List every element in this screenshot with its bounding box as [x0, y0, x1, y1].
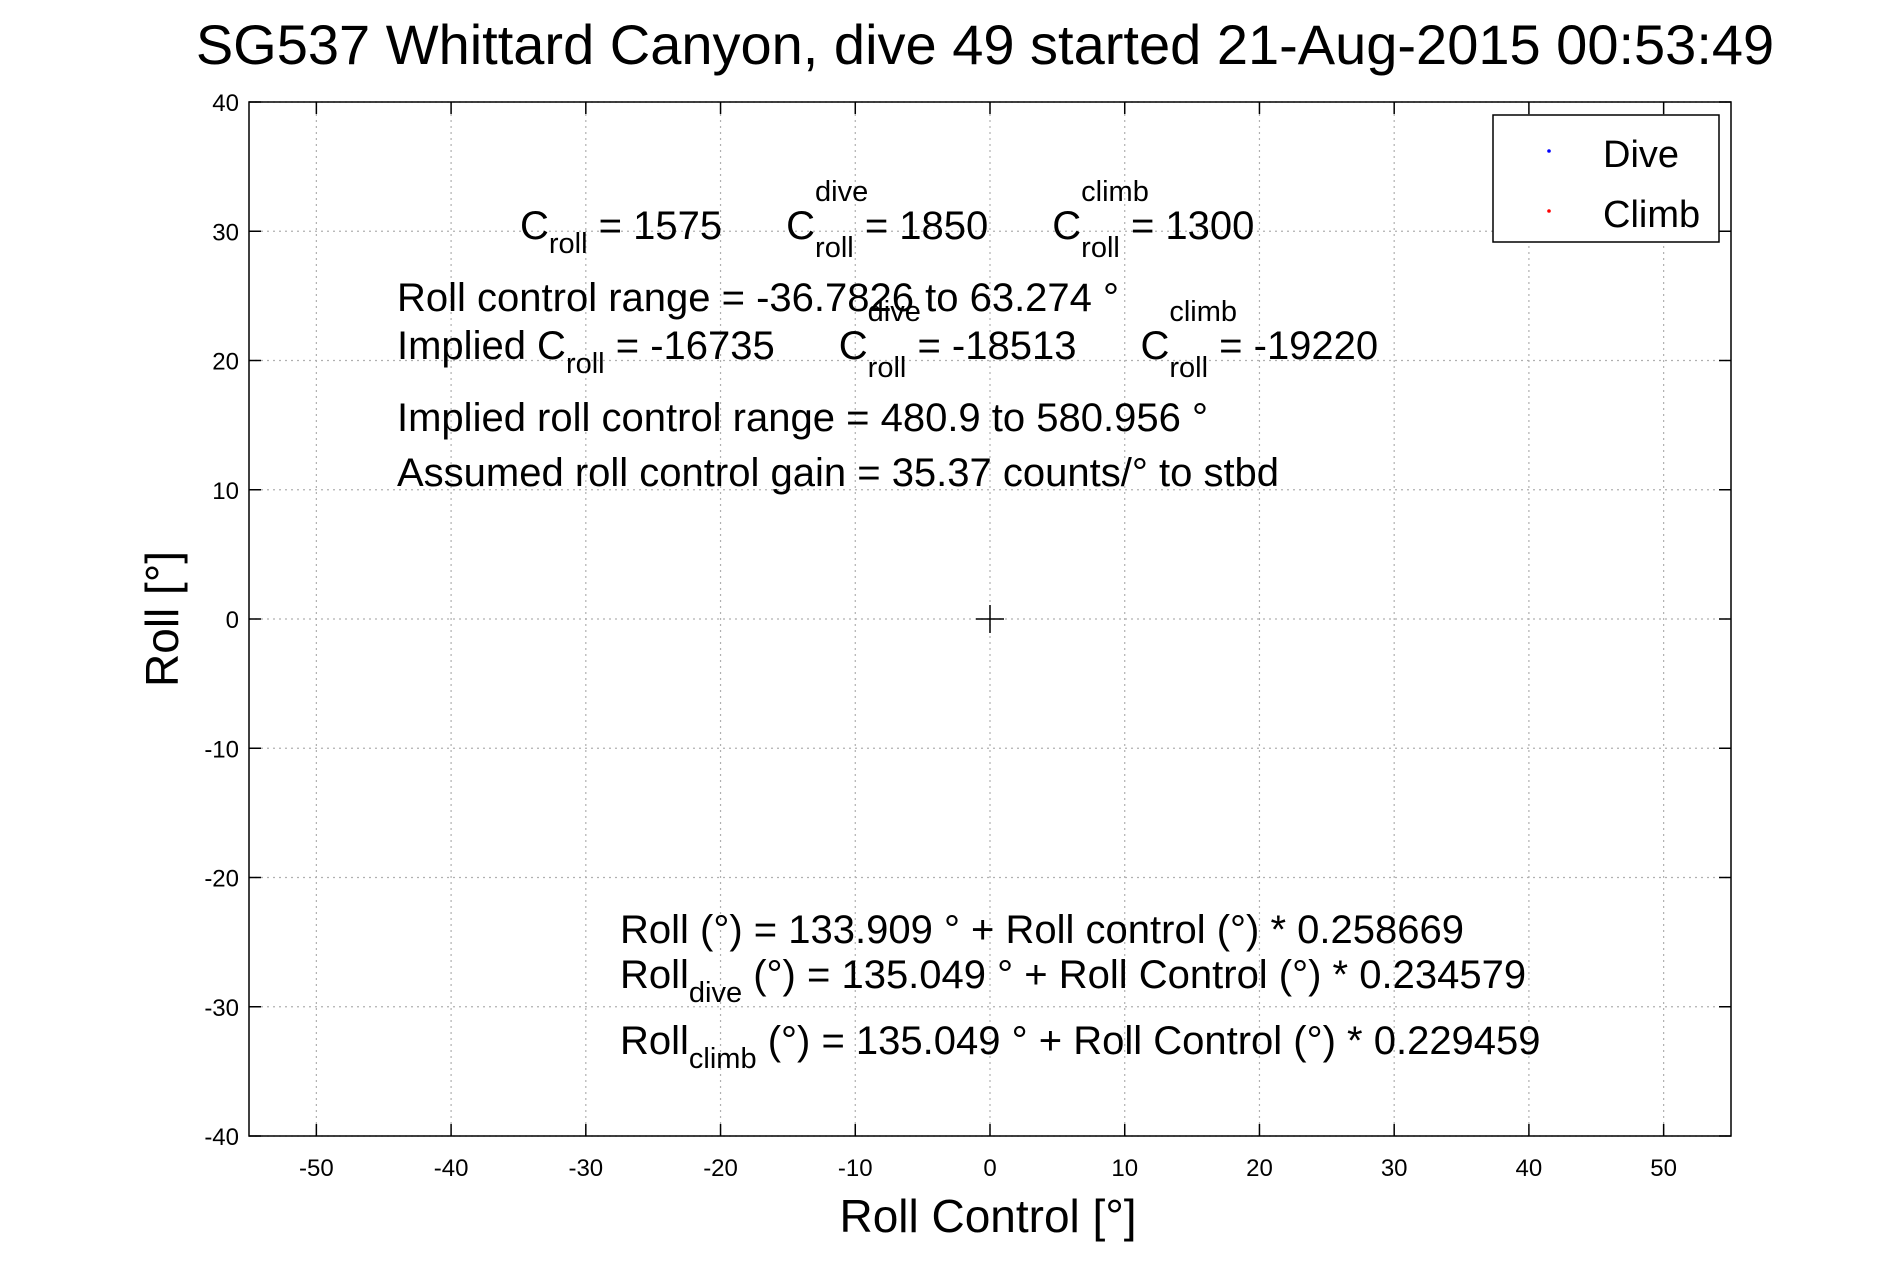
y-tick-label: 20: [212, 349, 239, 376]
chart-title: SG537 Whittard Canyon, dive 49 started 2…: [196, 13, 1774, 76]
x-tick-label: 50: [1650, 1155, 1677, 1182]
y-tick-label: -20: [204, 866, 239, 893]
annotation-roll-control-range: Roll control range = -36.7826 to 63.274 …: [397, 276, 1120, 320]
roll-dive-label: Roll: [620, 953, 689, 997]
implied-c-roll-label: Implied C: [397, 324, 566, 368]
y-tick-label: 10: [212, 478, 239, 505]
c-roll-subscript: roll: [548, 228, 588, 260]
y-tick-label: 0: [226, 607, 239, 634]
annotation-implied-roll-control-range: Implied roll control range = 480.9 to 58…: [397, 396, 1208, 440]
x-tick-label: -50: [299, 1155, 334, 1182]
x-tick-label: 10: [1111, 1155, 1138, 1182]
implied-c-roll-climb-label: C: [1140, 324, 1170, 368]
annotation-roll-fit: Roll (°) = 133.909 ° + Roll control (°) …: [620, 908, 1464, 952]
y-axis-label: Roll [°]: [136, 551, 188, 687]
legend-label-dive: Dive: [1603, 134, 1679, 176]
implied-c-roll-climb-superscript: climb: [1169, 296, 1238, 329]
roll-dive-equation: (°) = 135.049 ° + Roll Control (°) * 0.2…: [742, 953, 1527, 997]
legend-marker-dive: [1547, 149, 1551, 153]
x-tick-label: -10: [838, 1155, 873, 1182]
x-tick-label: 30: [1381, 1155, 1408, 1182]
x-tick-label: 40: [1516, 1155, 1543, 1182]
c-roll-climb-superscript: climb: [1081, 176, 1149, 209]
c-roll-dive-label: C: [786, 204, 816, 248]
c-roll-climb-subscript: roll: [1081, 232, 1120, 265]
annotation-roll-dive-fit: Rolldive (°) = 135.049 ° + Roll Control …: [620, 953, 1527, 1008]
x-tick-label: -30: [568, 1155, 603, 1182]
x-tick-label: -40: [434, 1155, 469, 1182]
implied-c-roll-climb-value: = -19220: [1208, 324, 1379, 368]
y-tick-label: -10: [204, 736, 239, 763]
y-tick-label: 30: [212, 219, 239, 246]
roll-climb-equation: (°) = 135.049 ° + Roll Control (°) * 0.2…: [756, 1019, 1541, 1063]
roll-dive-subscript: dive: [688, 977, 743, 1009]
y-tick-label: -30: [204, 995, 239, 1022]
implied-c-roll-subscript: roll: [565, 348, 605, 380]
roll-climb-subscript: climb: [688, 1043, 757, 1075]
legend-box: [1492, 114, 1720, 243]
y-tick-label: -40: [204, 1124, 239, 1151]
c-roll-dive-superscript: dive: [815, 176, 869, 209]
c-roll-label: C: [520, 204, 549, 248]
implied-c-roll-dive-label: C: [838, 324, 868, 368]
legend-marker-climb: [1547, 209, 1551, 213]
axes-layer: -50 -40 -30 -20 -10 0 10 20 30 40 50 40 30 20 10 0 -10 -2…: [204, 90, 1732, 1182]
legend: Dive Climb: [1492, 114, 1720, 243]
c-roll-value: = 1575: [587, 204, 723, 248]
annotation-roll-climb-fit: Rollclimb (°) = 135.049 ° + Roll Control…: [620, 1019, 1541, 1074]
roll-climb-label: Roll: [620, 1019, 689, 1063]
x-axis-label: Roll Control [°]: [839, 1190, 1136, 1242]
y-tick-label: 40: [212, 90, 239, 117]
implied-c-roll-dive-superscript: dive: [867, 296, 921, 329]
c-roll-dive-subscript: roll: [815, 232, 854, 265]
x-tick-label: 0: [983, 1155, 996, 1182]
c-roll-climb-label: C: [1052, 204, 1082, 248]
c-roll-dive-value: = 1850: [853, 204, 989, 248]
x-tick-label: 20: [1246, 1155, 1273, 1182]
c-roll-climb-value: = 1300: [1119, 204, 1255, 248]
x-tick-label: -20: [703, 1155, 738, 1182]
legend-label-climb: Climb: [1603, 194, 1700, 236]
implied-c-roll-climb-subscript: roll: [1169, 352, 1209, 385]
implied-c-roll-value: = -16735: [604, 324, 775, 368]
annotation-roll-control-gain: Assumed roll control gain = 35.37 counts…: [397, 451, 1280, 495]
implied-c-roll-dive-value: = -18513: [906, 324, 1077, 368]
implied-c-roll-dive-subscript: roll: [867, 352, 907, 385]
